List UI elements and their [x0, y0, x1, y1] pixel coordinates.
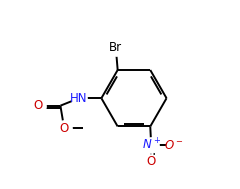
Text: $N^+$: $N^+$ [142, 137, 161, 153]
Text: HN: HN [70, 92, 88, 105]
Text: Br: Br [109, 41, 122, 54]
Text: O: O [60, 122, 69, 135]
Text: O: O [33, 99, 43, 112]
Text: $O^-$: $O^-$ [164, 139, 183, 152]
Text: O: O [147, 155, 156, 168]
